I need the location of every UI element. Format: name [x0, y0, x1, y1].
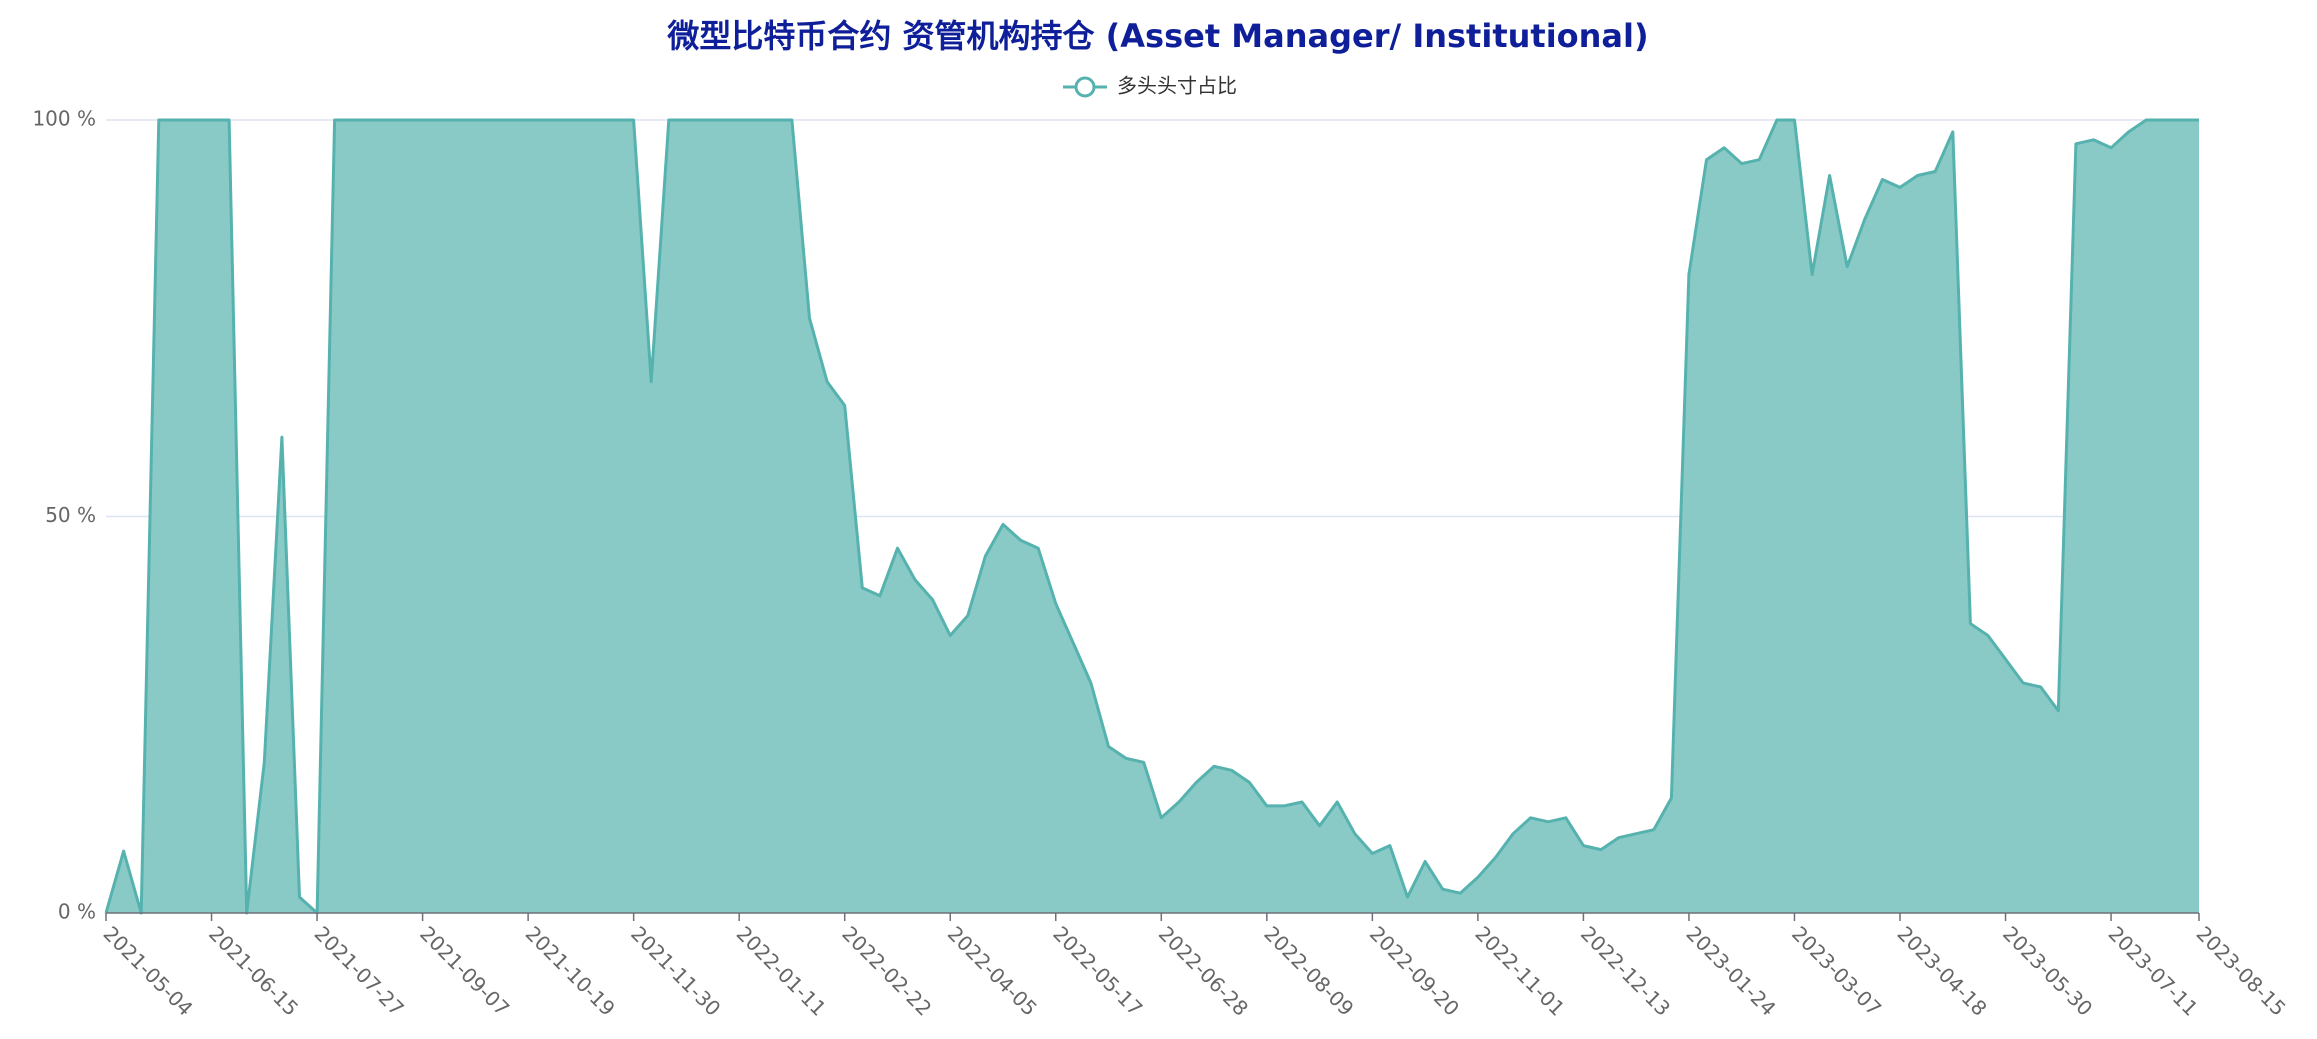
x-tick-label: 2021-05-04 — [99, 921, 198, 1020]
x-tick-label: 2022-08-09 — [1259, 921, 1358, 1020]
legend-label: 多头头寸占比 — [1117, 74, 1237, 98]
x-tick-label: 2021-07-27 — [310, 921, 409, 1020]
chart-title: 微型比特币合约 资管机构持仓 (Asset Manager/ Instituti… — [666, 17, 1648, 55]
x-tick-label: 2023-05-30 — [1998, 921, 2097, 1020]
x-tick-label: 2022-02-22 — [837, 921, 936, 1020]
area — [106, 120, 2199, 913]
y-tick-label: 0 % — [58, 900, 96, 924]
x-tick-label: 2021-11-30 — [626, 921, 725, 1020]
legend-marker — [1074, 76, 1096, 98]
x-tick-label: 2023-03-07 — [1787, 921, 1886, 1020]
x-tick-label: 2022-04-05 — [943, 921, 1042, 1020]
x-tick-label: 2021-10-19 — [521, 921, 620, 1020]
x-tick-label: 2022-06-28 — [1154, 921, 1253, 1020]
x-tick-label: 2021-09-07 — [415, 921, 514, 1020]
x-tick-label: 2023-08-15 — [2192, 921, 2291, 1020]
x-tick-label: 2022-05-17 — [1048, 921, 1147, 1020]
line — [104, 118, 2199, 915]
x-tick-label: 2021-06-15 — [204, 921, 303, 1020]
x-tick-label: 2023-04-18 — [1893, 921, 1992, 1020]
x-tick-label: 2022-11-01 — [1470, 921, 1569, 1020]
x-tick-label: 2022-01-11 — [732, 921, 831, 1020]
x-tick-label: 2023-01-24 — [1682, 921, 1781, 1020]
x-tick-label: 2023-07-11 — [2104, 921, 2203, 1020]
x-tick-label: 2022-12-13 — [1576, 921, 1675, 1020]
x-tick-label: 2022-09-20 — [1365, 921, 1464, 1020]
y-tick-label: 100 % — [32, 107, 96, 131]
y-tick-label: 50 % — [45, 503, 96, 527]
